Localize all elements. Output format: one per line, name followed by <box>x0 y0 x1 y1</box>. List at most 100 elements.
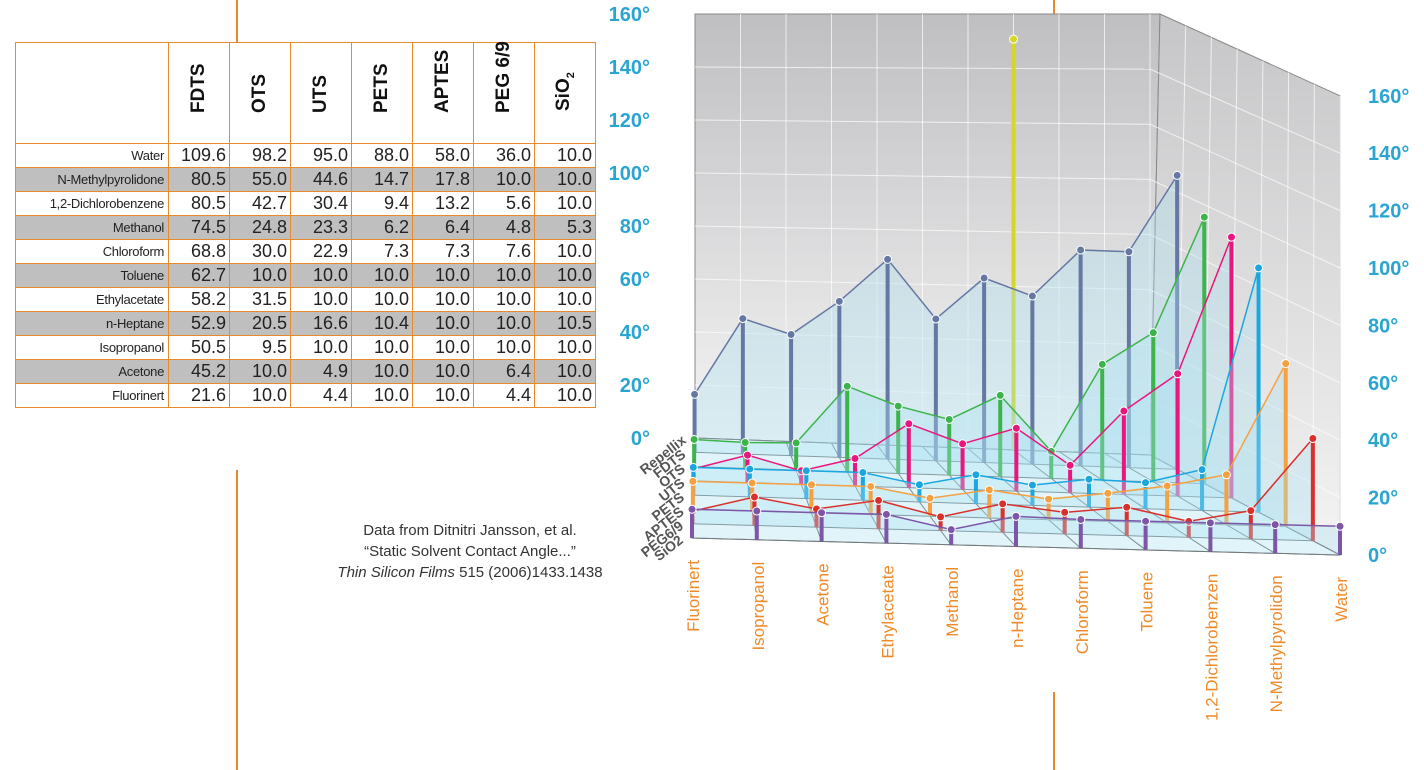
floor-column-line <box>1149 454 1341 556</box>
row-label: Acetone <box>15 359 169 384</box>
table-cell: 4.4 <box>290 383 352 408</box>
table-cell: 80.5 <box>168 191 230 216</box>
column-header-pets: PETS <box>351 42 413 144</box>
row-label: Ethylacetate <box>15 287 169 312</box>
category-label: 1,2-Dichlorobenzen <box>1202 574 1221 721</box>
left-axis-tick-label: 20° <box>620 375 650 397</box>
data-point <box>1172 170 1182 180</box>
category-label: Chloroform <box>1073 570 1092 654</box>
table-cell: 21.6 <box>168 383 230 408</box>
category-label: Toluene <box>1138 572 1157 632</box>
column-header-sio: SiO2 <box>534 42 596 144</box>
data-point <box>688 462 698 472</box>
data-point <box>1184 516 1194 526</box>
table-row: Fluorinert 21.6 10.0 4.4 10.0 10.0 4.4 10.0 <box>15 383 596 408</box>
divider-line-right-top <box>1053 0 1055 14</box>
divider-line-left-lower <box>236 470 238 770</box>
table-cell: 23.3 <box>290 215 352 240</box>
table-cell: 45.2 <box>168 359 230 384</box>
table-cell: 6.4 <box>412 215 474 240</box>
grid-line-side <box>1149 68 1341 154</box>
data-point <box>740 437 750 447</box>
table-cell: 10.0 <box>534 359 596 384</box>
table-cell: 10.0 <box>473 287 535 312</box>
table-cell: 10.0 <box>351 287 413 312</box>
data-point <box>946 525 956 535</box>
table-cell: 88.0 <box>351 143 413 168</box>
series-ots <box>689 212 1209 484</box>
data-point <box>842 381 852 391</box>
table-cell: 20.5 <box>229 311 291 336</box>
series-pets <box>688 263 1264 513</box>
data-point <box>1044 494 1054 504</box>
table-cell: 31.5 <box>229 287 291 312</box>
category-label: Methanol <box>943 567 962 637</box>
data-point <box>752 506 762 516</box>
contact-angle-table: FDTS OTS UTS PETS APTES PEG 6/9 SiO2 Water 109.… <box>15 41 596 408</box>
table-cell: 6.2 <box>351 215 413 240</box>
data-point <box>1097 359 1107 369</box>
table-body: Water 109.6 98.2 95.0 88.0 58.0 36.0 10.0 N-Meth… <box>15 143 596 408</box>
citation-line-1: Data from Ditnitri Jansson, et al. <box>363 522 577 539</box>
grid-line-side <box>1149 178 1341 269</box>
data-point <box>858 467 868 477</box>
data-point <box>925 493 935 503</box>
table-cell: 10.0 <box>351 263 413 288</box>
citation-journal: Thin Silicon Films <box>337 564 455 581</box>
category-label: Ethylacetate <box>878 565 897 659</box>
right-axis-tick-label: 80° <box>1368 315 1398 337</box>
data-point <box>738 314 748 324</box>
table-row: Acetone 45.2 10.0 4.9 10.0 10.0 6.4 10.0 <box>15 359 596 384</box>
series-sio2 <box>687 504 1345 555</box>
grid-line-side <box>1149 123 1341 212</box>
data-point <box>747 478 757 488</box>
grid-line-side <box>1149 399 1341 499</box>
table-cell: 10.0 <box>412 335 474 360</box>
table-row: Water 109.6 98.2 95.0 88.0 58.0 36.0 10.0 <box>15 143 596 168</box>
table-row: Isopropanol 50.5 9.5 10.0 10.0 10.0 10.0 10.0 <box>15 335 596 360</box>
table-cell: 10.0 <box>412 359 474 384</box>
data-point <box>1027 480 1037 490</box>
data-point <box>749 492 759 502</box>
data-point <box>944 414 954 424</box>
table-cell: 30.4 <box>290 191 352 216</box>
table-cell: 10.0 <box>534 143 596 168</box>
data-point <box>1084 474 1094 484</box>
table-cell: 10.0 <box>412 263 474 288</box>
table-cell: 9.4 <box>351 191 413 216</box>
row-label: n-Heptane <box>15 311 169 336</box>
row-label: Fluorinert <box>15 383 169 408</box>
column-header-aptes: APTES <box>412 42 474 144</box>
table-cell: 7.3 <box>351 239 413 264</box>
floor-column-line <box>1058 451 1211 553</box>
table-row: N-Methylpyrolidone 80.5 55.0 44.6 14.7 17.8 10… <box>15 167 596 192</box>
table-cell: 6.4 <box>473 359 535 384</box>
table-cell: 10.0 <box>351 359 413 384</box>
table-cell: 10.0 <box>473 311 535 336</box>
table-cell: 10.0 <box>534 335 596 360</box>
data-point <box>690 389 700 399</box>
table-cell: 10.0 <box>473 335 535 360</box>
table-cell: 16.6 <box>290 311 352 336</box>
category-label: Fluorinert <box>684 560 703 632</box>
citation-ref: 515 (2006)1433.1438 <box>454 564 603 581</box>
floor-column-line <box>1013 449 1146 551</box>
table-cell: 10.4 <box>351 311 413 336</box>
right-axis-tick-label: 20° <box>1368 488 1398 510</box>
table-cell: 5.3 <box>534 215 596 240</box>
grid-line-side <box>1149 289 1341 384</box>
table-cell: 109.6 <box>168 143 230 168</box>
data-point <box>1197 465 1207 475</box>
left-axis-tick-label: 40° <box>620 322 650 344</box>
data-point <box>1246 506 1256 516</box>
chart-walls <box>691 13 1341 556</box>
data-point <box>1076 515 1086 524</box>
data-point <box>801 466 811 476</box>
data-point <box>1060 507 1070 517</box>
table-cell: 80.5 <box>168 167 230 192</box>
divider-line-right-bottom <box>1053 692 1055 770</box>
data-point <box>850 454 860 464</box>
data-point <box>1205 518 1215 528</box>
data-point <box>958 439 968 449</box>
data-point <box>817 508 827 518</box>
